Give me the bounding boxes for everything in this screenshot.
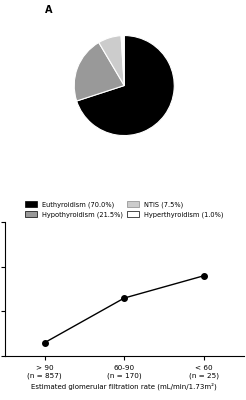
Wedge shape (121, 36, 124, 86)
Wedge shape (99, 36, 124, 86)
X-axis label: Estimated glomerular filtration rate (mL/min/1.73m²): Estimated glomerular filtration rate (mL… (31, 383, 217, 390)
Text: A: A (45, 5, 52, 15)
Wedge shape (74, 42, 124, 101)
Legend: Euthyroidism (70.0%), Hypothyroidism (21.5%), NTIS (7.5%), Hyperthyroidism (1.0%: Euthyroidism (70.0%), Hypothyroidism (21… (25, 201, 224, 218)
Wedge shape (77, 36, 174, 136)
